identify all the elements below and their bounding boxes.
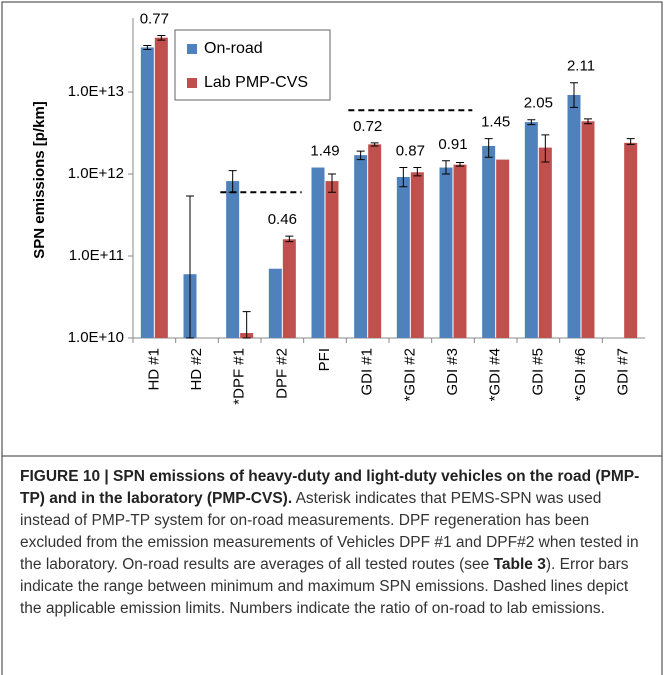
error-bar [356,150,365,161]
caption-text: ). Error bars indicate the range between… [20,556,629,617]
bar [311,167,325,338]
x-tick-label: HD #2 [188,348,205,391]
x-tick-label: PFI [316,348,333,371]
bar [282,239,296,338]
error-bar [186,195,194,339]
caption: FIGURE 10 | SPN emissions of heavy-duty … [20,466,648,620]
ratio-label: 2.11 [567,58,595,75]
bar [268,268,282,338]
chart-frame [1,1,663,457]
bar [410,172,424,338]
error-bar [541,134,550,163]
x-tick-label: DPF #2 [273,348,290,399]
bar [581,121,595,338]
y-tick-label: 1.0E+13 [68,83,124,100]
y-tick-label: 1.0E+11 [69,247,124,264]
error-bar [442,160,450,175]
legend [174,29,331,101]
bar [368,144,382,338]
x-tick-label: *GDI #6 [572,348,589,401]
y-axis-title: SPN emissions [p/km] [31,101,48,259]
error-bar [456,162,464,167]
error-bar [484,138,493,158]
caption-ref: Table 3 [493,556,546,573]
caption-text: Asterisk indicates that PEMS-SPN was use… [20,490,639,573]
error-bar [527,119,536,126]
x-tick-label: GDI #3 [444,348,461,396]
ratio-label: 0.87 [396,143,425,160]
bar [524,122,538,338]
error-bar [242,311,251,339]
bar [154,37,168,338]
error-bar [157,34,166,41]
error-bar [399,167,408,188]
error-bar [370,142,379,147]
bar [226,181,240,338]
ratio-label: 0.46 [268,211,297,228]
error-bar [570,82,578,108]
bar [496,159,510,338]
bar [453,164,467,338]
error-bar [285,235,294,243]
error-bar [328,173,336,193]
caption-bold: FIGURE 10 | SPN emissions of heavy-duty … [20,468,640,507]
ratio-label: 2.05 [524,95,553,112]
error-bar [143,44,152,51]
bar [354,155,368,338]
x-tick-label: *GDI #2 [401,348,418,401]
legend-swatch [187,78,197,88]
error-bar [584,118,592,125]
bar [482,145,496,338]
ratio-label: 1.49 [310,143,339,160]
x-tick-label: *DPF #1 [231,348,248,405]
error-bar [413,167,422,177]
x-tick-label: GDI #1 [359,348,376,396]
x-tick-label: HD #1 [145,348,162,391]
x-tick-label: GDI #5 [529,348,546,396]
bar [624,142,638,338]
bar [439,167,453,338]
bar [396,176,410,338]
legend-label: On-road [204,40,263,57]
ratio-label: 1.45 [481,114,510,131]
ratio-label: 0.91 [438,136,467,153]
bar [325,181,339,338]
bar [140,47,154,339]
legend-label: Lab PMP-CVS [204,74,308,91]
y-tick-label: 1.0E+12 [68,165,124,182]
error-bar [626,138,635,145]
ratio-label: 0.72 [353,118,382,135]
x-tick-label: GDI #7 [615,348,632,396]
legend-swatch [187,44,197,54]
bar [567,95,581,338]
y-tick-label: 1.0E+10 [68,329,124,346]
bar [538,147,552,338]
x-tick-label: *GDI #4 [487,348,504,401]
ratio-label: 0.77 [140,10,169,27]
